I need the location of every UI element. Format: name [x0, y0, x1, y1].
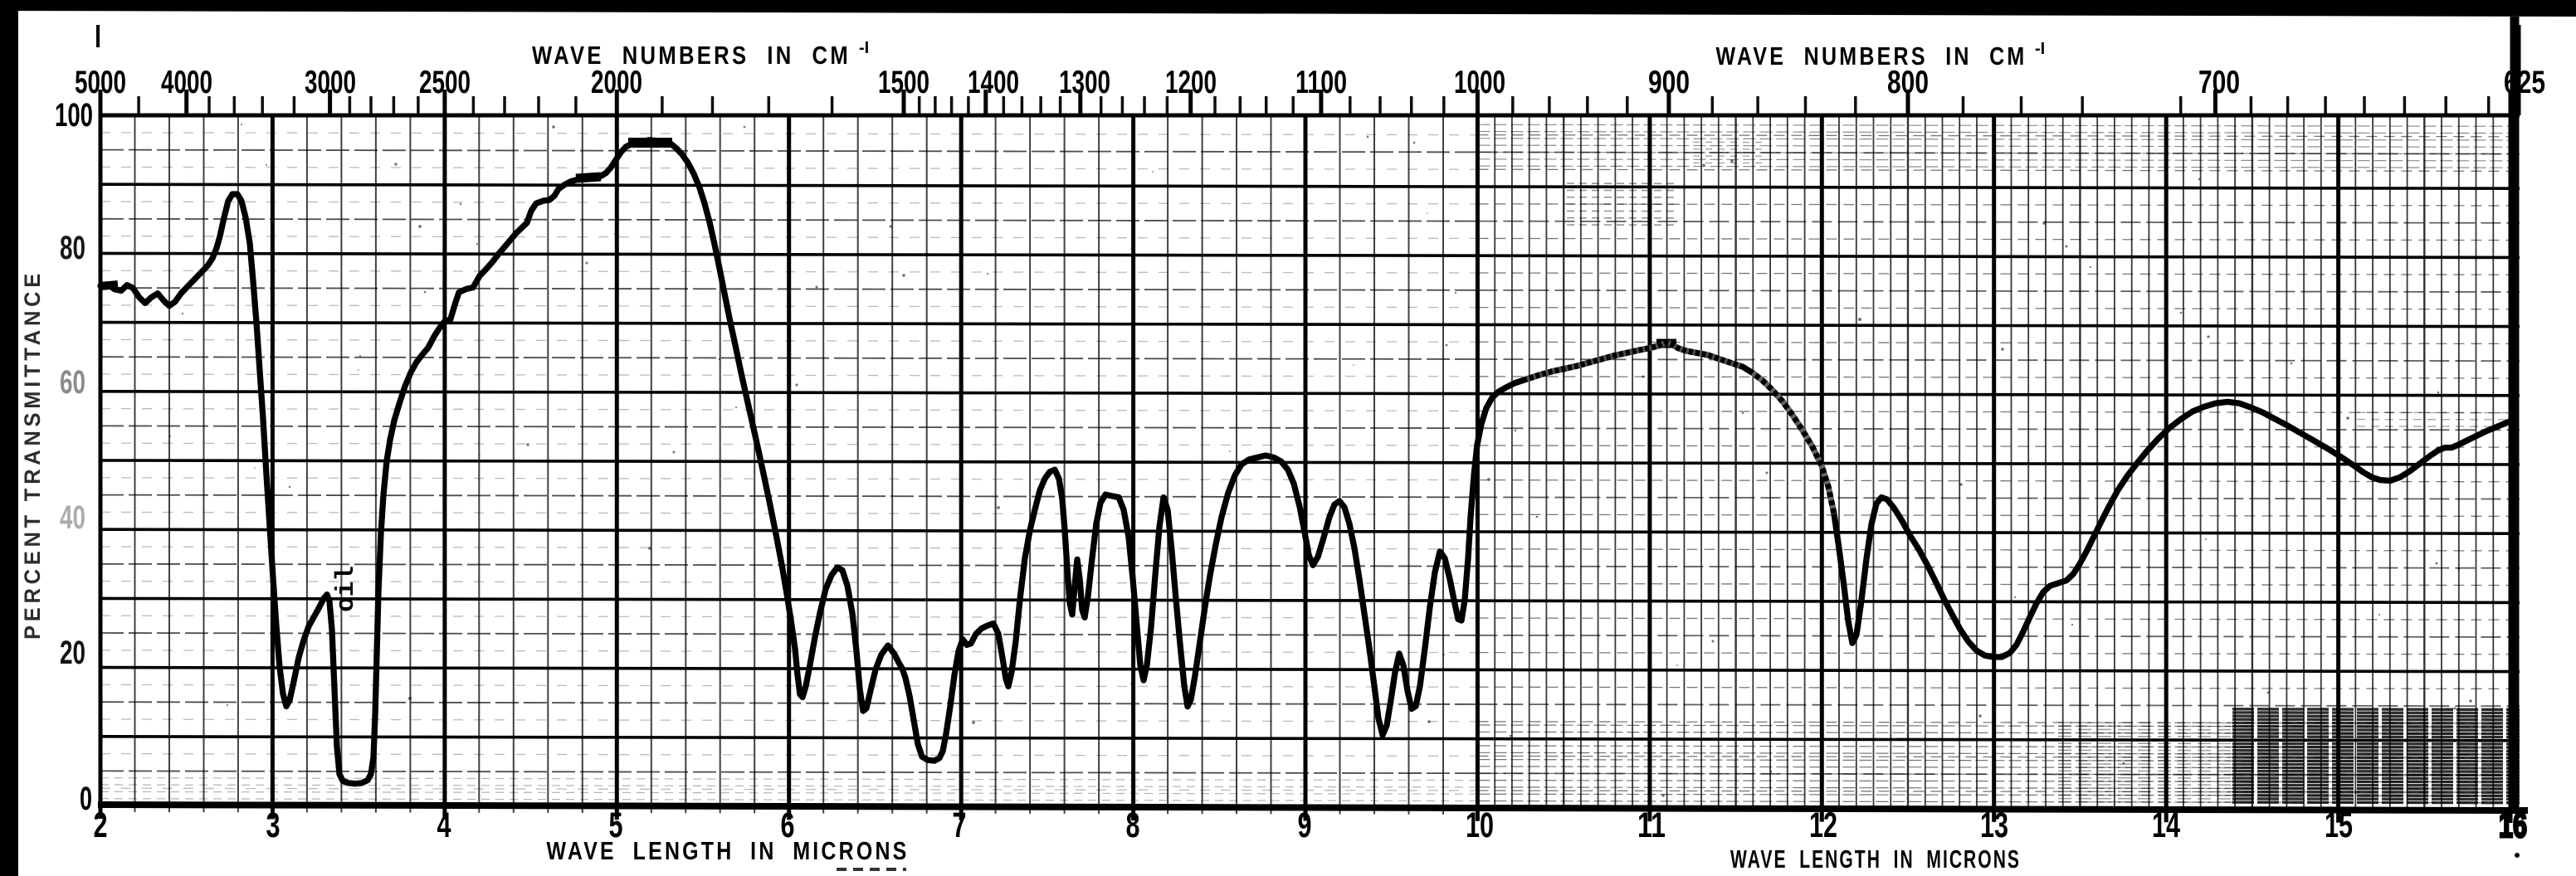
svg-text:800: 800 [1887, 65, 1929, 100]
svg-text:60: 60 [60, 364, 85, 401]
svg-text:700: 700 [2198, 65, 2240, 100]
svg-text:13: 13 [1980, 805, 2008, 845]
svg-text:4: 4 [437, 805, 451, 845]
svg-text:1500: 1500 [878, 65, 929, 100]
svg-text:1400: 1400 [968, 65, 1019, 100]
svg-text:15: 15 [2325, 805, 2353, 845]
svg-text:900: 900 [1648, 65, 1690, 100]
svg-text:2: 2 [94, 805, 108, 845]
svg-text:5000: 5000 [75, 65, 126, 100]
svg-text:4000: 4000 [161, 65, 212, 100]
svg-text:16: 16 [2499, 805, 2527, 845]
svg-text:PERCENT TRANSMITTANCE: PERCENT TRANSMITTANCE [20, 270, 45, 640]
svg-text:1300: 1300 [1059, 65, 1110, 100]
svg-text:14: 14 [2152, 805, 2180, 845]
svg-text:0: 0 [80, 781, 92, 817]
svg-text:5: 5 [609, 805, 623, 845]
svg-text:80: 80 [60, 230, 85, 266]
svg-text:-I: -I [2035, 40, 2045, 58]
svg-text:WAVE LENGTH IN MICRONS: WAVE LENGTH IN MICRONS [547, 836, 910, 865]
svg-text:10: 10 [1466, 805, 1494, 845]
svg-text:3000: 3000 [305, 65, 356, 100]
svg-text:40: 40 [60, 499, 85, 536]
svg-text:20: 20 [60, 635, 85, 671]
svg-text:WAVE NUMBERS IN CM: WAVE NUMBERS IN CM [532, 41, 851, 70]
svg-text:-I: -I [859, 39, 869, 57]
svg-text:2500: 2500 [419, 65, 471, 100]
svg-text:7: 7 [953, 805, 967, 845]
svg-text:2000: 2000 [591, 65, 642, 100]
svg-text:1200: 1200 [1165, 65, 1217, 100]
svg-text:625: 625 [2504, 65, 2545, 100]
svg-text:8: 8 [1126, 805, 1140, 845]
svg-text:WAVE NUMBERS IN CM: WAVE NUMBERS IN CM [1716, 41, 2027, 71]
svg-text:1000: 1000 [1454, 65, 1505, 100]
svg-text:9: 9 [1298, 805, 1312, 845]
svg-text:1100: 1100 [1295, 65, 1347, 100]
svg-text:12: 12 [1809, 805, 1837, 845]
svg-text:3: 3 [266, 805, 281, 845]
svg-text:100: 100 [55, 97, 93, 134]
svg-text:11: 11 [1637, 805, 1666, 845]
svg-text:oil: oil [332, 566, 361, 612]
svg-text:6: 6 [781, 805, 795, 845]
svg-text:WAVE LENGTH IN MICRONS: WAVE LENGTH IN MICRONS [1730, 844, 2021, 874]
